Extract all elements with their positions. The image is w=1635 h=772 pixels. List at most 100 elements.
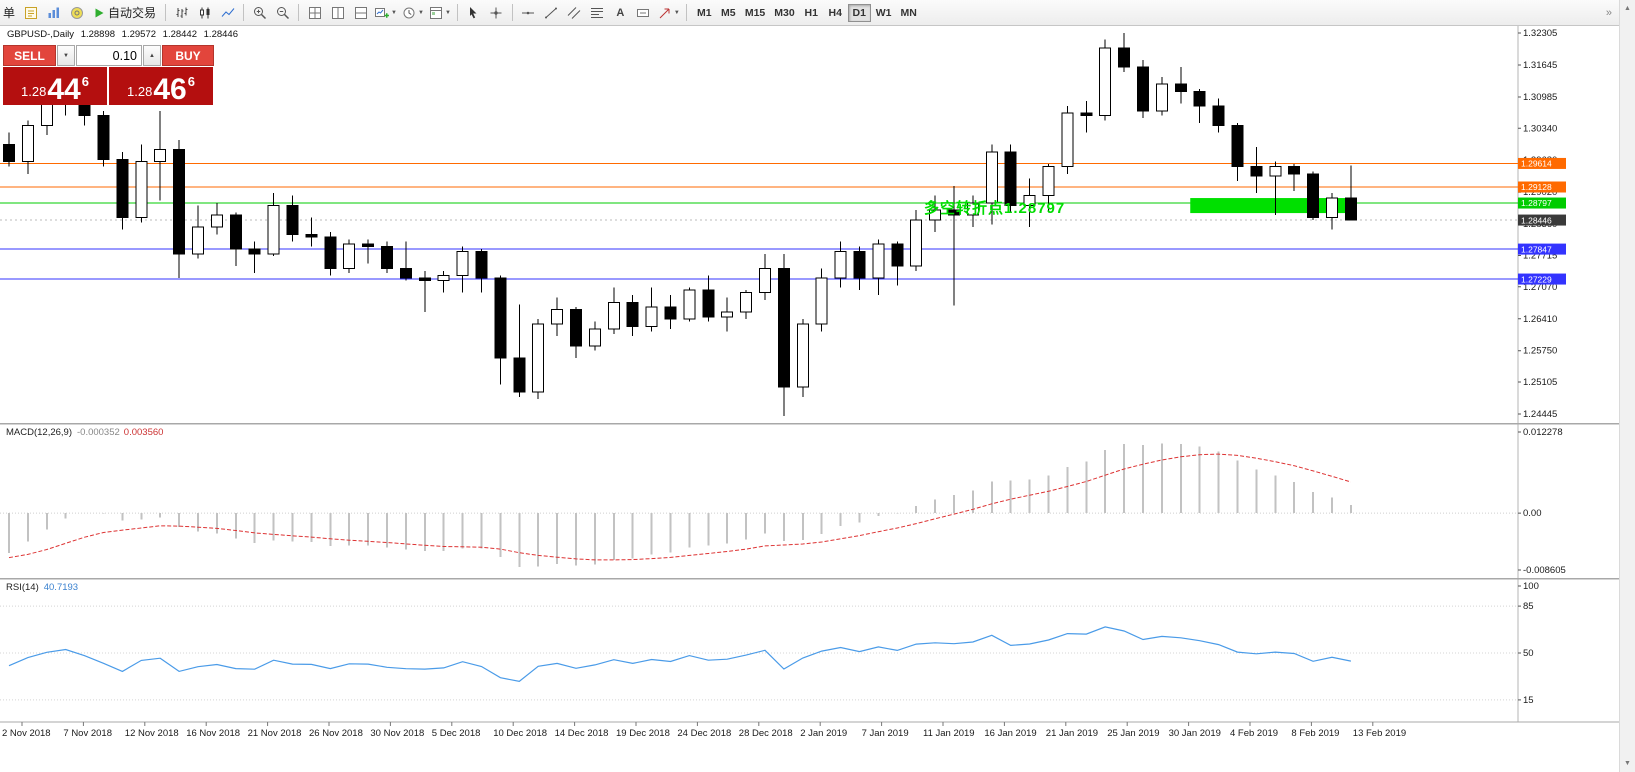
clipped-button-label[interactable]: 单 — [3, 6, 16, 20]
candle-body — [1042, 166, 1055, 197]
candle-body — [910, 219, 923, 267]
scroll-up-icon[interactable]: ▲ — [1624, 5, 1631, 12]
rsi-axis[interactable]: 100 85 50 15 — [1518, 581, 1539, 706]
candle-body — [929, 209, 942, 221]
candle-body — [21, 124, 34, 163]
candle-body — [815, 277, 828, 325]
tile-windows-icon — [308, 6, 321, 19]
close-value: 1.28446 — [203, 29, 238, 40]
candle-body — [1155, 83, 1168, 112]
candle-body — [229, 214, 242, 250]
candle-body — [872, 243, 885, 279]
trendline-tool-button[interactable] — [540, 2, 563, 23]
autotrade-button[interactable]: 自动交易 — [88, 2, 161, 23]
zoom-out-button[interactable] — [271, 2, 294, 23]
ohlc-header: GBPUSD-,Daily 1.28898 1.29572 1.28442 1.… — [7, 29, 242, 40]
crosshair-button[interactable] — [485, 2, 508, 23]
new-chart-button[interactable]: ▼ — [372, 2, 399, 23]
buy-button[interactable]: BUY — [162, 45, 214, 66]
svg-text:50: 50 — [1523, 648, 1534, 659]
profiles-button[interactable] — [42, 2, 65, 23]
cursor-button[interactable] — [462, 2, 485, 23]
sell-button[interactable]: SELL — [3, 45, 56, 66]
svg-text:28 Dec 2018: 28 Dec 2018 — [739, 728, 793, 739]
order-type-dropdown[interactable]: ▼ — [57, 45, 75, 66]
fibonacci-icon — [591, 7, 604, 18]
candle-body — [853, 250, 866, 279]
candle-body — [3, 144, 15, 163]
candle-body — [683, 289, 696, 320]
timeframe-button-mn[interactable]: MN — [900, 6, 917, 19]
fibonacci-tool-button[interactable] — [586, 2, 609, 23]
candles-view-button[interactable] — [193, 2, 216, 23]
candle-body — [494, 277, 507, 359]
timeframe-button-w1[interactable]: W1 — [875, 6, 892, 19]
rsi-line — [8, 626, 1352, 683]
arrange-vertical-button[interactable] — [326, 2, 349, 23]
candle-body — [1212, 105, 1225, 126]
svg-text:16 Jan 2019: 16 Jan 2019 — [984, 728, 1036, 739]
tile-windows-button[interactable] — [303, 2, 326, 23]
candle-body — [418, 277, 431, 281]
buy-price-display[interactable]: 1.28 46 6 — [109, 67, 213, 105]
label-tool-button[interactable] — [632, 2, 655, 23]
timeframe-button-h1[interactable]: H1 — [804, 6, 818, 19]
timeframe-button-m1[interactable]: M1 — [697, 6, 712, 19]
svg-text:16 Nov 2018: 16 Nov 2018 — [186, 728, 240, 739]
svg-text:100: 100 — [1523, 581, 1539, 592]
timeframe-button-d1[interactable]: D1 — [847, 3, 871, 22]
toolbar-overflow-icon[interactable]: » — [1605, 6, 1612, 19]
cursor-icon — [470, 6, 477, 18]
volume-up-button[interactable]: ▲ — [143, 45, 161, 66]
pane-separator[interactable] — [0, 423, 1619, 425]
arrange-horizontal-icon — [354, 6, 367, 19]
svg-text:11 Jan 2019: 11 Jan 2019 — [923, 728, 975, 739]
svg-text:10 Dec 2018: 10 Dec 2018 — [493, 728, 547, 739]
drawn-rectangle-object[interactable] — [1190, 198, 1348, 214]
template-button[interactable]: ▼ — [426, 2, 453, 23]
bars-view-button[interactable] — [170, 2, 193, 23]
timeframe-button-m5[interactable]: M5 — [721, 6, 736, 19]
candle-body — [777, 267, 790, 388]
template-icon — [429, 6, 442, 19]
channel-tool-button[interactable] — [563, 2, 586, 23]
vertical-scrollbar[interactable]: ▲ ▼ — [1619, 0, 1635, 772]
zoom-in-button[interactable] — [248, 2, 271, 23]
candle-body — [891, 243, 904, 267]
shapes-tool-button[interactable]: ▼ — [655, 2, 682, 23]
period-button[interactable]: ▼ — [399, 2, 426, 23]
date-axis[interactable]: 2 Nov 2018 7 Nov 2018 12 Nov 2018 16 Nov 20… — [2, 722, 1406, 739]
new-order-button[interactable] — [19, 2, 42, 23]
candle-body — [456, 250, 469, 277]
chart-canvas[interactable]: 1.323051.316451.309851.303401.296801.290… — [0, 26, 1619, 772]
toolbar-separator — [456, 4, 458, 21]
price-tag: 1.27229 — [1518, 273, 1566, 285]
timeframe-button-m15[interactable]: M15 — [744, 6, 766, 19]
svg-text:1.27070: 1.27070 — [1523, 282, 1557, 293]
zoom-in-icon — [253, 6, 266, 19]
arrow-tool-icon — [659, 8, 670, 18]
hline-tool-button[interactable] — [517, 2, 540, 23]
svg-text:14 Dec 2018: 14 Dec 2018 — [555, 728, 609, 739]
text-tool-button[interactable]: A — [609, 2, 632, 23]
volume-input[interactable] — [76, 45, 142, 66]
timeframe-button-m30[interactable]: M30 — [774, 6, 795, 19]
sell-price-display[interactable]: 1.28 44 6 — [3, 67, 107, 105]
svg-text:0.00: 0.00 — [1523, 508, 1542, 519]
arrange-horizontal-button[interactable] — [349, 2, 372, 23]
svg-text:2 Jan 2019: 2 Jan 2019 — [800, 728, 847, 739]
candle-body — [97, 115, 110, 160]
svg-text:0.012278: 0.012278 — [1523, 427, 1563, 438]
pane-separator[interactable] — [0, 578, 1619, 580]
timeframe-button-h4[interactable]: H4 — [828, 6, 842, 19]
horizontal-lines[interactable] — [0, 162, 1518, 280]
svg-text:12 Nov 2018: 12 Nov 2018 — [125, 728, 179, 739]
metaeditor-button[interactable] — [65, 2, 88, 23]
svg-text:1.25750: 1.25750 — [1523, 346, 1557, 357]
scroll-down-icon[interactable]: ▼ — [1624, 760, 1631, 767]
svg-text:15: 15 — [1523, 695, 1534, 706]
line-view-button[interactable] — [216, 2, 239, 23]
chart-annotation-text[interactable]: 多空转折点1.28797 — [924, 200, 1066, 217]
price-tag: 1.29614 — [1518, 157, 1566, 169]
macd-axis[interactable]: 0.012278 0.00 -0.008605 — [1518, 427, 1566, 576]
